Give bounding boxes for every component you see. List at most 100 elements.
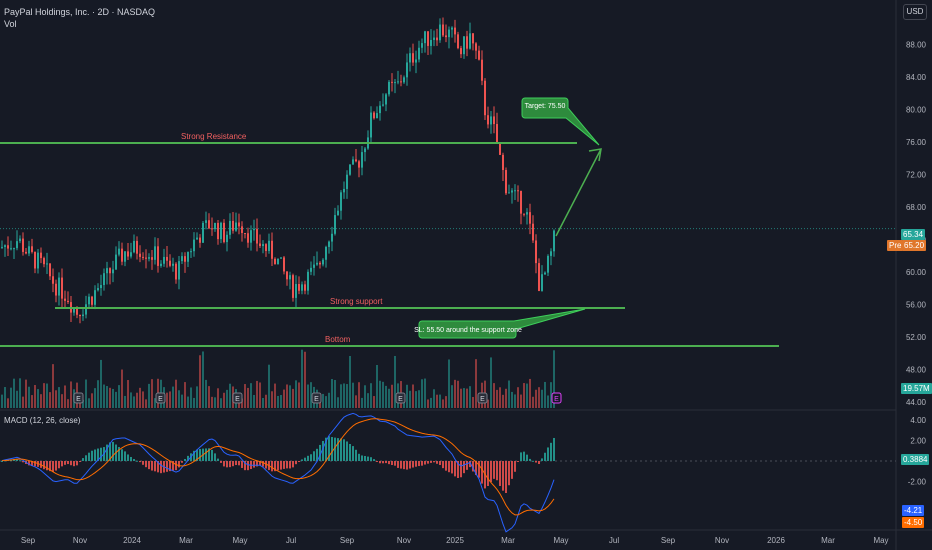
volume-bar (361, 397, 363, 408)
macd-histogram-bar (220, 461, 222, 463)
macd-histogram-bar (487, 461, 489, 486)
macd-histogram-bar (307, 455, 309, 461)
macd-histogram-bar (493, 461, 495, 479)
candle-body (361, 152, 363, 168)
macd-histogram-bar (313, 451, 315, 461)
candle-body (280, 257, 282, 259)
macd-histogram-bar (127, 454, 129, 461)
candle-body (1, 246, 3, 248)
time-axis: Sep Nov 2024 Mar May Jul Sep Nov 2025 Mar May Jul Se… (21, 536, 889, 545)
macd-histogram-bar (538, 461, 540, 465)
macd-histogram-bar (292, 461, 294, 468)
candle-body (172, 263, 174, 266)
macd-histogram-bar (256, 461, 258, 467)
macd-histogram-bar (79, 461, 81, 462)
candle-body (337, 210, 339, 216)
volume-bar (370, 383, 372, 408)
earnings-marker-label: E (480, 396, 485, 403)
macd-histogram-bar (247, 461, 249, 471)
volume-bar (529, 378, 531, 408)
candle-body (49, 263, 51, 277)
volume-bar (328, 392, 330, 408)
candle-body (424, 31, 426, 44)
candle-body (82, 314, 84, 317)
volume-bar (181, 394, 183, 408)
macd-histogram-bar (217, 458, 219, 461)
macd-histogram-bar (289, 461, 291, 469)
volume-bar (349, 355, 351, 408)
macd-histogram-bar (166, 461, 168, 472)
macd-histogram-bar (370, 457, 372, 461)
earnings-marker (232, 392, 243, 404)
candle-body (529, 212, 531, 224)
candle-body (19, 238, 21, 242)
candle-body (385, 94, 387, 105)
macd-histogram-bar (46, 461, 48, 471)
volume-bar (46, 383, 48, 408)
volume-bar (298, 382, 300, 408)
volume-bar (445, 396, 447, 408)
symbol-title[interactable]: PayPal Holdings, Inc. · 2D · NASDAQ (4, 7, 156, 17)
volume-bar (463, 388, 465, 408)
time-tick-label: Mar (501, 536, 515, 545)
macd-histogram-bar (478, 461, 480, 478)
candle-body (265, 244, 267, 251)
time-tick-label: Nov (73, 536, 87, 545)
macd-histogram-bar (121, 449, 123, 461)
macd-histogram-bar (475, 461, 477, 476)
candle-body (322, 259, 324, 265)
candle-body (421, 43, 423, 48)
candle-body (271, 240, 273, 259)
volume-bar (145, 399, 147, 408)
candle-body (118, 248, 120, 255)
macd-histogram-bar (499, 461, 501, 486)
macd-hist-tag: 0.3884 (901, 454, 930, 465)
macd-line (1, 412, 555, 533)
candle-body (241, 226, 243, 233)
candle-body (262, 244, 264, 247)
macd-histogram-bar (100, 447, 102, 461)
volume-bar (406, 384, 408, 408)
candle-body (151, 257, 153, 260)
currency-button[interactable]: USD (903, 4, 927, 20)
macd-histogram-bar (142, 461, 144, 465)
volume-bar (367, 393, 369, 408)
candle-body (493, 116, 495, 125)
candle-body (139, 253, 141, 257)
time-tick-label: Nov (397, 536, 411, 545)
macd-histogram-bar (265, 461, 267, 469)
candle-body (535, 240, 537, 264)
candle-body (364, 148, 366, 153)
candle-body (31, 246, 33, 252)
candle-body (163, 256, 165, 264)
volume-bar (109, 387, 111, 408)
volume-bar (199, 355, 201, 408)
candle-body (526, 212, 528, 215)
volume-legend[interactable]: Vol (4, 19, 17, 29)
earnings-marker (73, 392, 84, 404)
resistance-label: Strong Resistance (181, 132, 247, 141)
macd-legend[interactable]: MACD (12, 26, close) (4, 416, 81, 425)
time-tick-label: Jul (609, 536, 619, 545)
candle-body (25, 251, 27, 254)
macd-histogram-bar (547, 447, 549, 461)
candle-body (409, 53, 411, 63)
earnings-marker-label: E (554, 396, 559, 403)
macd-histogram-bar (214, 453, 216, 461)
volume-bar (430, 397, 432, 408)
volume-bar (220, 398, 222, 408)
macd-histogram-bar (169, 461, 171, 472)
volume-bar (271, 391, 273, 408)
macd-histogram-bar (514, 461, 516, 472)
macd-histogram-bar (457, 461, 459, 479)
candle-body (439, 24, 441, 41)
volume-bar (283, 389, 285, 408)
earnings-marker-label: E (76, 396, 81, 403)
macd-histogram-bar (109, 442, 111, 461)
candle-body (187, 252, 189, 262)
candle-body (544, 272, 546, 275)
macd-histogram-bar (343, 439, 345, 461)
macd-histogram-bar (295, 461, 297, 465)
